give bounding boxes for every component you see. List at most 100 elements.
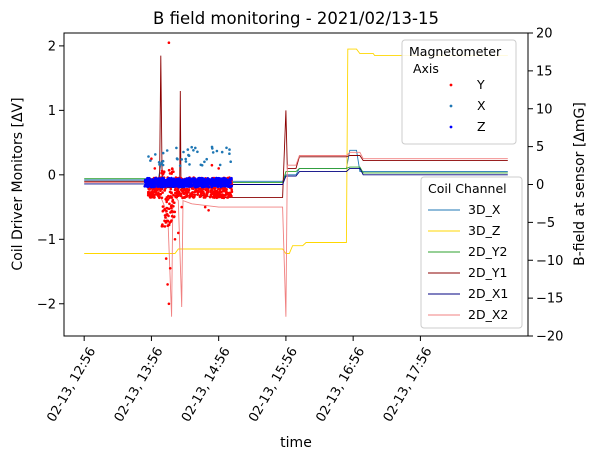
magnetometer-point-y [161, 191, 164, 194]
legend-magnetometer-marker-x [449, 104, 453, 108]
magnetometer-point-y [188, 196, 191, 199]
magnetometer-point-y [173, 215, 176, 218]
magnetometer-point-x [192, 149, 195, 152]
magnetometer-point-y [187, 189, 191, 192]
magnetometer-point-z [158, 181, 162, 185]
magnetometer-point-y [161, 205, 165, 208]
magnetometer-point-z [222, 181, 225, 185]
magnetometer-point-z [179, 182, 182, 185]
magnetometer-point-z [180, 179, 183, 182]
magnetometer-point-y [173, 201, 176, 204]
magnetometer-point-z [199, 176, 202, 180]
chart-title: B field monitoring - 2021/02/13-15 [153, 9, 439, 28]
legend-coil-box [420, 176, 523, 329]
magnetometer-point-z [172, 177, 176, 181]
magnetometer-point-y [160, 169, 164, 173]
magnetometer-point-x [205, 157, 208, 161]
magnetometer-point-z [191, 180, 195, 183]
magnetometer-point-y [197, 187, 201, 190]
magnetometer-point-y [227, 192, 230, 195]
series-points-z [143, 176, 234, 189]
magnetometer-point-y-outlier [207, 209, 210, 212]
magnetometer-point-x [175, 146, 178, 150]
y-right-tick-label-1: −15 [536, 292, 563, 307]
magnetometer-point-x [154, 153, 157, 156]
magnetometer-point-z [177, 178, 180, 182]
x-tick-label-4: 02-13, 16:56 [313, 345, 368, 425]
magnetometer-point-y [164, 221, 168, 224]
magnetometer-point-y [170, 219, 173, 222]
magnetometer-point-z [155, 177, 159, 181]
magnetometer-point-y-outlier [164, 257, 168, 260]
magnetometer-point-y [164, 216, 167, 219]
legend-coil-label-3d-z: 3D_Z [468, 223, 500, 238]
magnetometer-point-x [218, 163, 222, 167]
legend-magnetometer-label-z: Z [477, 119, 486, 134]
series-line-2d-x2 [84, 151, 508, 317]
x-tick-label-1: 02-13, 13:56 [112, 345, 167, 425]
magnetometer-point-z [210, 177, 214, 180]
magnetometer-point-z [180, 183, 184, 187]
magnetometer-point-z [207, 177, 210, 181]
magnetometer-point-y-outlier [168, 267, 172, 270]
magnetometer-point-y [170, 191, 173, 194]
y-right-tick-label-3: −5 [536, 216, 555, 231]
magnetometer-point-y [168, 221, 171, 224]
legend-magnetometer-label-x: X [477, 98, 486, 113]
magnetometer-point-x [147, 155, 150, 158]
magnetometer-point-x [220, 150, 224, 154]
legend-coil-title: Coil Channel [428, 181, 507, 196]
legend-coil-label-2d-y1: 2D_Y1 [468, 265, 507, 280]
legend-magnetometer-entries: YXZ [449, 77, 486, 134]
magnetometer-point-y [171, 198, 175, 202]
legend-coil-label-2d-x1: 2D_X1 [468, 286, 508, 301]
magnetometer-point-x [175, 157, 179, 160]
magnetometer-point-z [229, 184, 233, 188]
magnetometer-point-y [160, 196, 164, 200]
magnetometer-point-y [158, 196, 161, 200]
magnetometer-point-x [157, 161, 161, 164]
magnetometer-point-z [217, 180, 221, 183]
magnetometer-point-y-outlier [180, 205, 183, 209]
magnetometer-point-x [199, 163, 203, 167]
magnetometer-point-y [199, 190, 202, 194]
magnetometer-point-y-outlier [217, 167, 220, 170]
legend-magnetometer-marker-y [449, 83, 453, 87]
magnetometer-point-y [223, 186, 227, 190]
magnetometer-point-y [170, 172, 173, 175]
magnetometer-point-x [161, 151, 165, 155]
magnetometer-point-z [193, 177, 197, 180]
magnetometer-point-y [157, 191, 160, 195]
magnetometer-point-z [197, 182, 201, 185]
magnetometer-point-y-outlier [203, 205, 207, 209]
magnetometer-point-z [185, 177, 189, 180]
magnetometer-point-z [224, 182, 228, 185]
magnetometer-point-z [153, 183, 156, 186]
magnetometer-point-y [202, 192, 206, 195]
magnetometer-point-z [193, 182, 197, 185]
magnetometer-point-z [144, 184, 148, 188]
legend-coil-entries: 3D_X 3D_Z 2D_Y2 2D_Y1 2D_X1 2D_X2 [428, 202, 508, 322]
magnetometer-point-y [213, 187, 217, 190]
magnetometer-point-x [187, 153, 190, 157]
magnetometer-point-z [160, 179, 164, 183]
magnetometer-point-y [195, 189, 199, 193]
magnetometer-point-y [225, 190, 228, 193]
magnetometer-point-y-outlier [177, 231, 180, 235]
magnetometer-point-y [169, 211, 172, 214]
magnetometer-point-y [213, 190, 216, 193]
magnetometer-point-x [158, 163, 161, 166]
magnetometer-point-z [150, 182, 153, 186]
magnetometer-point-x [228, 152, 231, 155]
y-left-tick-label-2: 0 [48, 168, 56, 183]
magnetometer-point-y [170, 214, 174, 218]
x-axis: 02-13, 12:56 02-13, 13:56 02-13, 14:56 02-1… [45, 336, 435, 425]
magnetometer-point-y [171, 167, 174, 171]
magnetometer-point-x [229, 160, 232, 163]
magnetometer-point-x [225, 146, 228, 150]
magnetometer-point-x [178, 164, 182, 167]
magnetometer-point-z [189, 181, 193, 185]
magnetometer-point-z [187, 176, 191, 180]
magnetometer-point-y [166, 207, 169, 210]
magnetometer-point-y [174, 188, 177, 191]
